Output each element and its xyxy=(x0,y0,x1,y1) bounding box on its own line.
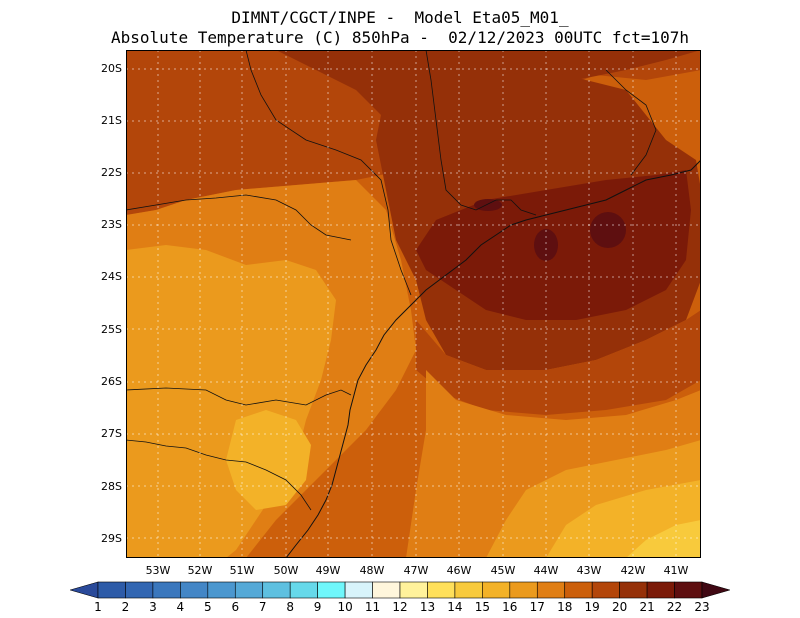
temp-region-23-c xyxy=(474,199,502,211)
colorbar-bin xyxy=(70,581,99,599)
state-border-d xyxy=(425,50,537,216)
lon-grid xyxy=(157,50,677,558)
colorbar-label: 4 xyxy=(176,600,185,614)
lon-tick-label: 42W xyxy=(620,564,646,577)
colorbar-bin xyxy=(454,581,483,599)
colorbar-bin xyxy=(701,581,730,599)
colorbar xyxy=(70,581,730,599)
colorbar-label: 9 xyxy=(313,600,322,614)
colorbar-label: 11 xyxy=(364,600,381,614)
colorbar-label: 14 xyxy=(447,600,463,614)
state-border-a xyxy=(245,50,412,296)
colorbar-label: 21 xyxy=(639,600,655,614)
colorbar-label: 12 xyxy=(392,600,408,614)
lon-tick-label: 49W xyxy=(315,564,341,577)
lon-tick-label: 53W xyxy=(145,564,171,577)
colorbar-bin xyxy=(97,581,126,599)
colorbar-label: 3 xyxy=(149,600,157,614)
colorbar-label: 20 xyxy=(611,600,628,614)
colorbar-label: 23 xyxy=(694,600,710,614)
colorbar-label: 6 xyxy=(231,600,240,614)
lat-tick-label: 27S xyxy=(101,427,122,440)
colorbar-label: 7 xyxy=(258,600,267,614)
lon-tick-label: 47W xyxy=(403,564,429,577)
lon-tick-label: 48W xyxy=(359,564,385,577)
colorbar-bin xyxy=(372,581,401,599)
lat-tick-label: 24S xyxy=(101,270,122,283)
temp-region-23-a xyxy=(590,212,626,248)
lon-tick-label: 51W xyxy=(229,564,255,577)
colorbar-label: 15 xyxy=(474,600,490,614)
lat-tick-label: 28S xyxy=(101,480,122,493)
state-border-b xyxy=(126,194,352,241)
colorbar-bin xyxy=(125,581,154,599)
colorbar-bin xyxy=(207,581,236,599)
colorbar-bin xyxy=(399,581,428,599)
state-border-e xyxy=(605,69,657,176)
lon-tick-label: 45W xyxy=(490,564,516,577)
lat-tick-label: 20S xyxy=(101,62,122,75)
temp-region-16-sw xyxy=(226,410,311,510)
colorbar-label: 1 xyxy=(94,600,102,614)
temp-region-20-south xyxy=(416,310,701,415)
colorbar-bin xyxy=(234,581,264,599)
lat-tick-label: 23S xyxy=(101,218,122,231)
colorbar-bin xyxy=(262,581,291,599)
lon-tick-label: 50W xyxy=(273,564,299,577)
lon-tick-label: 46W xyxy=(446,564,472,577)
map-title-line-1: DIMNT/CGCT/INPE - Model Eta05_M01_ xyxy=(231,8,569,27)
temp-region-15-se xyxy=(626,520,701,558)
colorbar-label: 16 xyxy=(502,600,518,614)
lat-tick-label: 29S xyxy=(101,532,122,545)
colorbar-bin xyxy=(619,581,648,599)
colorbar-bin xyxy=(536,581,566,599)
lat-tick-label: 26S xyxy=(101,375,122,388)
colorbar-label: 19 xyxy=(584,600,600,614)
lat-tick-label: 25S xyxy=(101,323,122,336)
colorbar-bin xyxy=(317,581,346,599)
lon-tick-label: 41W xyxy=(663,564,689,577)
colorbar-label: 13 xyxy=(419,600,436,614)
colorbar-label: 8 xyxy=(286,600,294,614)
colorbar-bin xyxy=(289,581,318,599)
colorbar-bin xyxy=(674,581,703,599)
colorbar-bin xyxy=(591,581,620,599)
colorbar-bin xyxy=(646,581,675,599)
colorbar-label: 10 xyxy=(337,600,353,614)
lon-tick-label: 43W xyxy=(576,564,602,577)
country-border-west xyxy=(126,439,312,511)
map-frame xyxy=(126,50,701,558)
colorbar-label: 17 xyxy=(529,600,545,614)
lon-tick-label: 44W xyxy=(533,564,559,577)
colorbar-bin xyxy=(180,581,209,599)
colorbar-label: 18 xyxy=(557,600,573,614)
temp-region-23-b xyxy=(534,229,558,261)
lat-tick-label: 22S xyxy=(101,166,122,179)
colorbar-bin xyxy=(482,581,511,599)
colorbar-bin xyxy=(344,581,373,599)
colorbar-label: 22 xyxy=(666,600,683,614)
map-title-line-2: Absolute Temperature (C) 850hPa - 02/12/… xyxy=(111,28,689,47)
state-border-c xyxy=(126,387,352,406)
lon-tick-label: 52W xyxy=(187,564,213,577)
colorbar-bin xyxy=(152,581,181,599)
colorbar-bin xyxy=(509,581,538,599)
colorbar-label: 5 xyxy=(203,600,212,614)
lat-tick-label: 21S xyxy=(101,114,122,127)
temperature-map xyxy=(126,50,701,558)
colorbar-bin xyxy=(427,581,456,599)
coastline xyxy=(285,159,701,558)
colorbar-bin xyxy=(564,581,593,599)
colorbar-label: 2 xyxy=(121,600,130,614)
